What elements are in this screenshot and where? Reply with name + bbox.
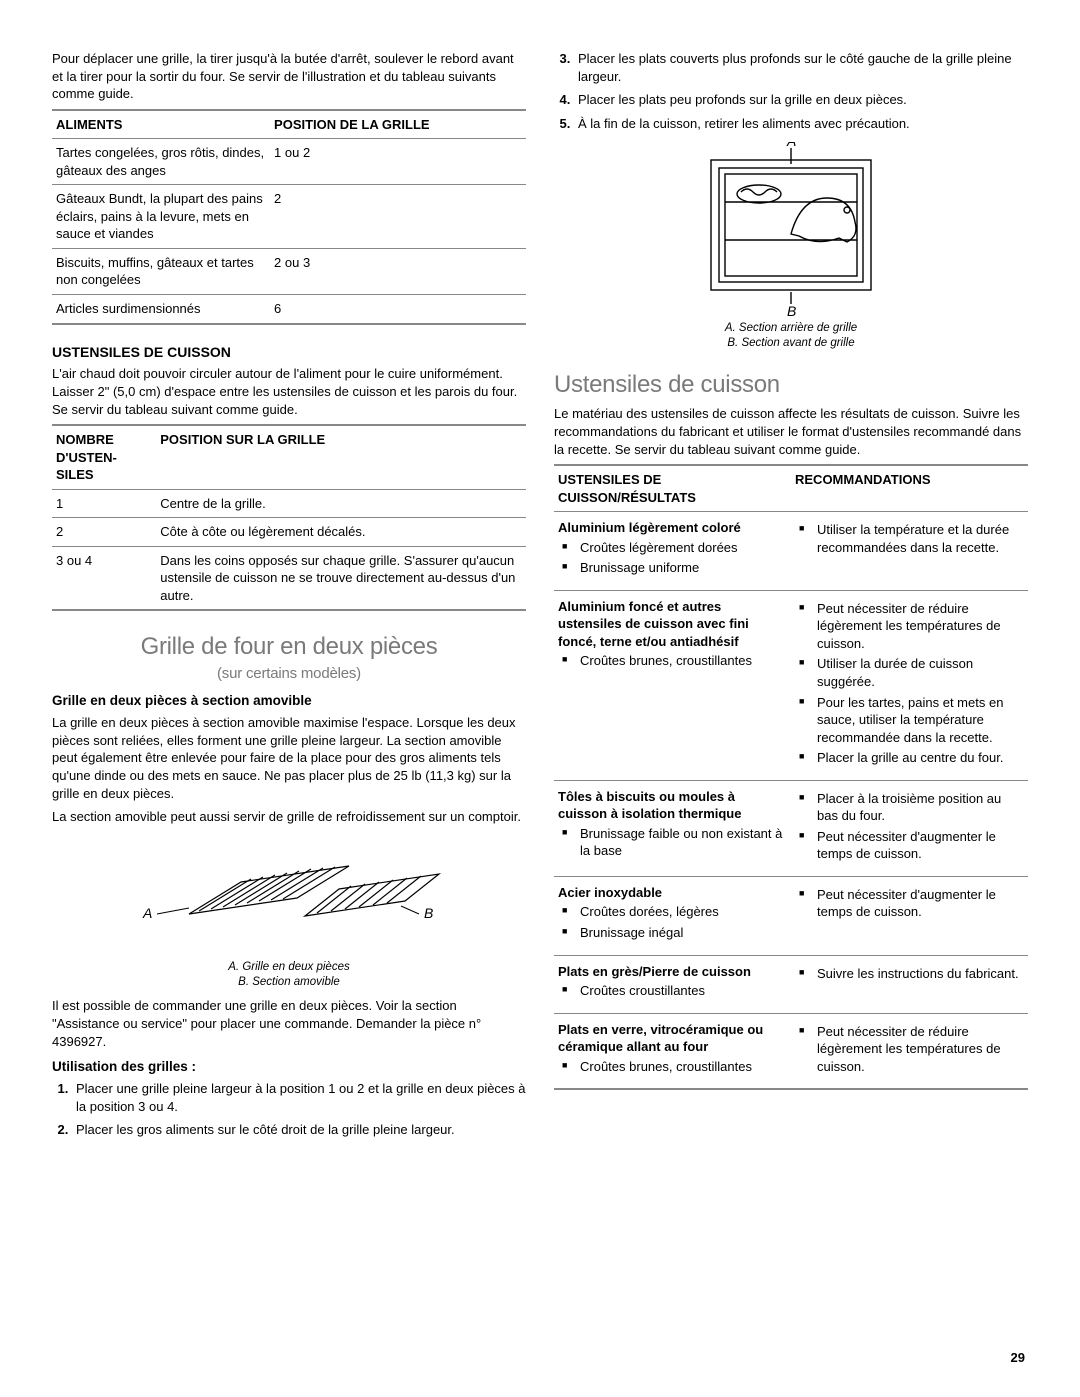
step-5: À la fin de la cuisson, retirer les alim… [574, 115, 1028, 133]
page-columns: Pour déplacer une grille, la tirer jusqu… [52, 50, 1028, 1145]
th-rec: RECOMMANDATIONS [791, 465, 1028, 512]
th-aliments: ALIMENTS [52, 110, 270, 139]
results-list: Croûtes croustillantes [558, 982, 787, 1000]
table-row: 3 ou 4Dans les coins opposés sur chaque … [52, 546, 526, 610]
recs-list: Utiliser la température et la durée reco… [795, 521, 1024, 556]
fig2-cap-a: A. Section arrière de grille [554, 321, 1028, 336]
grille-p2: La section amovible peut aussi servir de… [52, 808, 526, 826]
label-b: B [424, 905, 433, 921]
list-item: Brunissage inégal [558, 924, 787, 942]
ustensiles-heading: USTENSILES DE CUISSON [52, 343, 526, 362]
table-row: Aluminium foncé et autres ustensiles de … [554, 590, 1028, 780]
bakeware-title: Plats en verre, vitrocéramique ou cérami… [558, 1021, 787, 1056]
list-item: Croûtes croustillantes [558, 982, 787, 1000]
step-1: Placer une grille pleine largeur à la po… [72, 1080, 526, 1115]
table-row: 1Centre de la grille. [52, 489, 526, 518]
recs-list: Peut nécessiter d'augmenter le temps de … [795, 886, 1024, 921]
section-grille-sub: (sur certains modèles) [52, 664, 526, 684]
recs-list: Peut nécessiter de réduire légèrement le… [795, 600, 1024, 767]
label-a: A [142, 905, 152, 921]
section-grille-title: Grille de four en deux pièces [52, 631, 526, 663]
bakeware-table: USTENSILES DE CUISSON/RÉSULTATS RECOMMAN… [554, 464, 1028, 1090]
list-item: Croûtes brunes, croustillantes [558, 652, 787, 670]
table-row: 2Côte à côte ou légèrement décalés. [52, 518, 526, 547]
list-item: Brunissage faible ou non existant à la b… [558, 825, 787, 860]
recs-list: Peut nécessiter de réduire légèrement le… [795, 1023, 1024, 1076]
list-item: Placer à la troisième position au bas du… [795, 790, 1024, 825]
list-item: Placer la grille au centre du four. [795, 749, 1024, 767]
fig1-cap-b: B. Section amovible [52, 975, 526, 990]
figure-oven: A B A. Section arrière de grille B. Sect… [554, 142, 1028, 351]
table-row: Aluminium légèrement coloré Croûtes légèr… [554, 512, 1028, 591]
list-item: Pour les tartes, pains et mets en sauce,… [795, 694, 1024, 747]
grille-sub-h: Grille en deux pièces à section amovible [52, 692, 526, 710]
aliments-table: ALIMENTS POSITION DE LA GRILLE Tartes co… [52, 109, 526, 325]
list-item: Croûtes brunes, croustillantes [558, 1058, 787, 1076]
bakeware-title: Aluminium foncé et autres ustensiles de … [558, 598, 787, 651]
list-item: Peut nécessiter de réduire légèrement le… [795, 600, 1024, 653]
table-row: Gâteaux Bundt, la plupart des pains écla… [52, 185, 526, 249]
list-item: Peut nécessiter d'augmenter le temps de … [795, 828, 1024, 863]
section-ustensiles-p: Le matériau des ustensiles de cuisson af… [554, 405, 1028, 458]
list-item: Utiliser la température et la durée reco… [795, 521, 1024, 556]
ustensiles-text: L'air chaud doit pouvoir circuler autour… [52, 365, 526, 418]
bakeware-title: Tôles à biscuits ou moules à cuisson à i… [558, 788, 787, 823]
label-b: B [787, 303, 796, 317]
util-heading: Utilisation des grilles : [52, 1058, 526, 1076]
results-list: Croûtes brunes, croustillantes [558, 652, 787, 670]
th-position: POSITION DE LA GRILLE [270, 110, 526, 139]
recs-list: Suivre les instructions du fabricant. [795, 965, 1024, 983]
results-list: Croûtes dorées, légères Brunissage inégal [558, 903, 787, 941]
table-row: Plats en verre, vitrocéramique ou cérami… [554, 1013, 1028, 1089]
list-item: Croûtes légèrement dorées [558, 539, 787, 557]
steps-list-left: Placer une grille pleine largeur à la po… [52, 1080, 526, 1139]
steps-list-right: Placer les plats couverts plus profonds … [554, 50, 1028, 132]
th-nombre: NOMBRE D'USTEN-SILES [52, 425, 156, 489]
grille-p3: Il est possible de commander une grille … [52, 997, 526, 1050]
intro-text: Pour déplacer une grille, la tirer jusqu… [52, 50, 526, 103]
rack-icon: A B [119, 836, 459, 956]
bakeware-title: Plats en grès/Pierre de cuisson [558, 963, 787, 981]
fig1-cap-a: A. Grille en deux pièces [52, 960, 526, 975]
list-item: Brunissage uniforme [558, 559, 787, 577]
recs-list: Placer à la troisième position au bas du… [795, 790, 1024, 863]
results-list: Croûtes légèrement dorées Brunissage unif… [558, 539, 787, 577]
left-column: Pour déplacer une grille, la tirer jusqu… [52, 50, 526, 1145]
label-a: A [786, 142, 796, 149]
list-item: Peut nécessiter d'augmenter le temps de … [795, 886, 1024, 921]
right-column: Placer les plats couverts plus profonds … [554, 50, 1028, 1145]
results-list: Brunissage faible ou non existant à la b… [558, 825, 787, 860]
results-list: Croûtes brunes, croustillantes [558, 1058, 787, 1076]
grille-p1: La grille en deux pièces à section amovi… [52, 714, 526, 802]
fig2-cap-b: B. Section avant de grille [554, 336, 1028, 351]
figure-rack: A B A. Grille en deux pièces B. Section … [52, 836, 526, 990]
step-2: Placer les gros aliments sur le côté dro… [72, 1121, 526, 1139]
list-item: Suivre les instructions du fabricant. [795, 965, 1024, 983]
position-table: NOMBRE D'USTEN-SILES POSITION SUR LA GRI… [52, 424, 526, 611]
section-ustensiles-title: Ustensiles de cuisson [554, 369, 1028, 401]
table-row: Articles surdimensionnés6 [52, 295, 526, 324]
th-pos: POSITION SUR LA GRILLE [156, 425, 526, 489]
table-row: Plats en grès/Pierre de cuissonCroûtes c… [554, 955, 1028, 1013]
list-item: Croûtes dorées, légères [558, 903, 787, 921]
list-item: Peut nécessiter de réduire légèrement le… [795, 1023, 1024, 1076]
page-number: 29 [1011, 1349, 1025, 1367]
list-item: Utiliser la durée de cuisson suggérée. [795, 655, 1024, 690]
table-row: Tôles à biscuits ou moules à cuisson à i… [554, 780, 1028, 876]
table-row: Acier inoxydableCroûtes dorées, légères B… [554, 876, 1028, 955]
table-row: Biscuits, muffins, gâteaux et tartes non… [52, 248, 526, 294]
step-4: Placer les plats peu profonds sur la gri… [574, 91, 1028, 109]
bakeware-title: Aluminium légèrement coloré [558, 519, 787, 537]
table-row: Tartes congelées, gros rôtis, dindes, gâ… [52, 139, 526, 185]
bakeware-title: Acier inoxydable [558, 884, 787, 902]
th-ust: USTENSILES DE CUISSON/RÉSULTATS [554, 465, 791, 512]
step-3: Placer les plats couverts plus profonds … [574, 50, 1028, 85]
oven-icon: A B [681, 142, 901, 317]
